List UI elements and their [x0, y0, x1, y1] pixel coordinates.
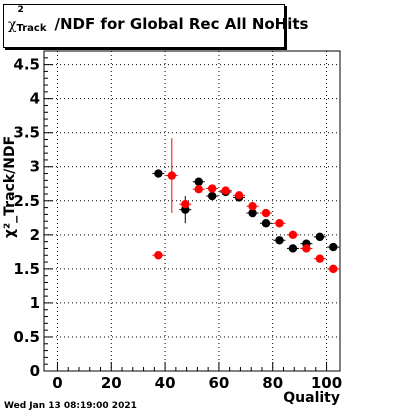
- y-tick-label: 1.5: [13, 260, 40, 278]
- y-tick-label: 3: [30, 158, 40, 176]
- grid-lines: [44, 51, 340, 371]
- title-supsub: 2 Track: [16, 5, 54, 34]
- x-tick-label: 60: [208, 374, 229, 392]
- data-point: [275, 236, 284, 245]
- y-axis-label: χ²_Track/NDF: [2, 135, 18, 238]
- data-point: [261, 219, 271, 228]
- x-tick-label: 40: [155, 374, 176, 392]
- data-point: [288, 244, 298, 253]
- y-tick-label: 4.5: [13, 56, 40, 74]
- y-axis-label-container: χ²_Track/NDF: [0, 135, 20, 240]
- data-point: [194, 185, 203, 194]
- chart-title-box: χ 2 Track/NDF for Global Rec All NoHits: [3, 4, 308, 48]
- y-tick-label: 2: [30, 226, 40, 244]
- y-tick-label: 0: [30, 362, 40, 380]
- data-point: [221, 186, 230, 195]
- title-sup: 2: [17, 5, 24, 15]
- y-axis-label-text: χ²_Track/NDF: [2, 135, 18, 238]
- title-rest: /NDF for Global Rec All NoHits: [54, 15, 309, 33]
- plot-border: [43, 50, 341, 372]
- chart-title: χ 2 Track/NDF for Global Rec All NoHits: [8, 5, 309, 34]
- data-point: [234, 191, 244, 200]
- x-axis-label: Quality: [283, 390, 340, 406]
- data-point: [194, 177, 203, 186]
- data-point: [167, 171, 177, 180]
- data-point: [154, 169, 163, 178]
- data-point: [248, 208, 257, 218]
- data-point: [275, 219, 284, 228]
- axis-ticks: 0 20 40 60 80 100 0 0.5 1 1.5 2 2.5 3 3.5 4 4.5: [13, 50, 342, 392]
- data-point: [315, 254, 325, 263]
- series-1: [152, 138, 340, 274]
- x-tick-label: 20: [101, 374, 122, 392]
- data-point: [302, 244, 311, 253]
- data-point: [288, 230, 298, 240]
- title-sub: Track: [16, 23, 47, 34]
- data-point: [207, 191, 217, 201]
- data-point: [315, 232, 325, 242]
- y-tick-label: 2.5: [13, 192, 40, 210]
- data-point: [181, 199, 190, 209]
- series-0: [152, 169, 340, 253]
- data-point: [248, 202, 257, 211]
- plot-frame: [43, 50, 341, 372]
- x-tick-label: 100: [311, 374, 342, 392]
- data-point: [154, 251, 163, 260]
- y-tick-label: 3.5: [13, 124, 40, 142]
- data-point: [261, 208, 271, 218]
- y-tick-label: 1: [30, 294, 40, 312]
- data-point: [329, 264, 338, 274]
- data-point: [207, 184, 217, 193]
- data-point: [329, 242, 338, 252]
- x-tick-label: 80: [262, 374, 283, 392]
- y-tick-label: 0.5: [13, 328, 40, 346]
- title-chi: χ: [8, 17, 17, 33]
- timestamp-footer: Wed Jan 13 08:19:00 2021: [4, 401, 137, 411]
- y-tick-label: 4: [30, 90, 40, 108]
- data-points: [152, 138, 340, 274]
- x-tick-label: 0: [52, 374, 62, 392]
